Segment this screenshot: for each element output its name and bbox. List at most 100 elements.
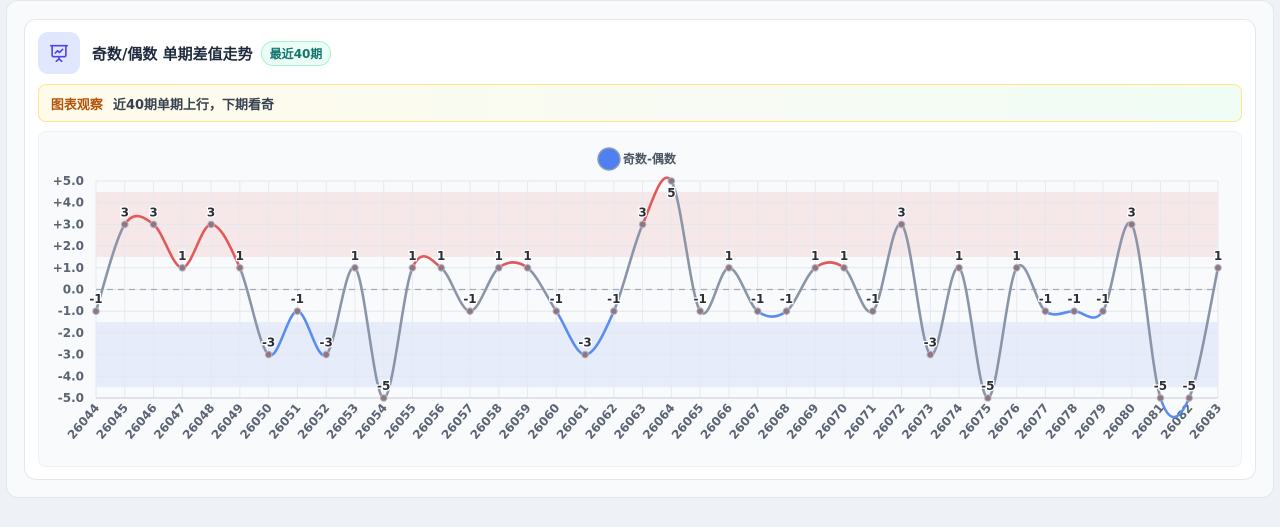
legend-swatch (597, 147, 621, 171)
series-line-segment (94, 223, 127, 313)
series-line-segment (1072, 309, 1105, 319)
data-label: -1 (550, 292, 563, 306)
data-label: 1 (495, 249, 503, 263)
data-point (638, 220, 647, 229)
data-point (437, 264, 446, 272)
data-point (1156, 394, 1165, 402)
data-label: 1 (437, 249, 445, 263)
data-label: 1 (955, 249, 963, 263)
observation-text: 近40期单期上行，下期看奇 (113, 97, 275, 113)
y-tick-label: -4.0 (58, 369, 84, 383)
card-title: 奇数/偶数 单期差值走势 (92, 44, 253, 63)
data-label: 1 (523, 249, 531, 263)
data-label: -1 (1067, 292, 1080, 306)
data-label: 3 (1128, 205, 1136, 219)
data-label: -1 (463, 292, 476, 306)
data-label: -1 (693, 292, 706, 306)
data-point (523, 264, 532, 272)
series-line-segment (698, 266, 731, 315)
data-point (811, 264, 820, 272)
y-tick-label: +3.0 (53, 217, 84, 231)
data-point (322, 350, 330, 359)
data-label: -1 (1039, 292, 1052, 306)
series-line-segment (813, 261, 846, 270)
data-point (379, 394, 388, 402)
legend[interactable]: 奇数-偶数 (597, 147, 677, 171)
y-tick-label: -3.0 (58, 348, 84, 362)
data-label: -3 (924, 336, 937, 350)
data-label: -3 (578, 336, 591, 350)
chart-area: +5.0 +4.0 +3.0 +2.0 +1.0 0.0 -1.0 -2.0 -3.0 -4.0 -… (38, 131, 1242, 467)
data-label: 5 (667, 186, 675, 200)
data-label: -1 (1096, 292, 1109, 306)
data-label: 1 (725, 249, 733, 263)
data-label: 3 (121, 205, 129, 219)
data-label: -5 (377, 379, 390, 393)
card-header: 奇数/偶数 单期差值走势 最近40期 (38, 32, 332, 74)
data-point (293, 307, 302, 315)
data-label: -1 (607, 292, 620, 306)
y-tick-label: -5.0 (58, 391, 84, 405)
data-point (1185, 394, 1194, 402)
data-label: 3 (897, 205, 905, 219)
data-point (840, 264, 848, 272)
data-point (408, 264, 417, 272)
data-label: -1 (780, 292, 793, 306)
line-chart: +5.0 +4.0 +3.0 +2.0 +1.0 0.0 -1.0 -2.0 -3.0 -4.0 -… (53, 147, 1225, 442)
series-line-segment (353, 266, 385, 400)
data-point (1214, 264, 1222, 272)
data-label: 1 (236, 249, 244, 263)
data-point (552, 307, 561, 315)
data-label: 1 (840, 249, 848, 263)
series-line-segment (382, 266, 414, 400)
data-label: -3 (319, 336, 332, 350)
data-label: -1 (751, 292, 764, 306)
data-point (466, 307, 474, 315)
data-label: 1 (178, 249, 186, 263)
data-point (1012, 264, 1021, 272)
y-tick-label: -2.0 (58, 326, 84, 340)
data-point (897, 220, 906, 229)
series-line-segment (957, 266, 990, 400)
period-badge: 最近40期 (260, 40, 332, 66)
data-point (868, 307, 877, 315)
data-point (610, 307, 618, 315)
legend-label: 奇数-偶数 (623, 151, 677, 166)
data-label: -1 (866, 292, 879, 306)
data-point (149, 220, 158, 229)
data-point (178, 264, 187, 272)
presentation-chart-icon (38, 32, 80, 74)
data-point (264, 350, 273, 359)
data-point (494, 264, 503, 272)
series-line-segment (1187, 266, 1220, 400)
data-point (926, 350, 935, 359)
data-point (955, 264, 963, 272)
data-label: 1 (351, 249, 359, 263)
series-line-segment (670, 179, 702, 313)
data-point (207, 220, 215, 229)
x-tick-label: 26083 (1187, 401, 1225, 442)
data-label: 3 (207, 205, 215, 219)
chart-observation: 图表观察 近40期单期上行，下期看奇 (38, 84, 1242, 122)
data-point (1041, 307, 1050, 315)
data-point (667, 177, 676, 185)
data-point (236, 264, 244, 272)
data-label: 3 (149, 205, 157, 219)
data-label: -5 (1154, 379, 1167, 393)
data-point (696, 307, 704, 315)
data-point (581, 350, 589, 359)
data-point (1070, 307, 1078, 315)
data-point (351, 264, 359, 272)
y-tick-label: +4.0 (53, 196, 84, 210)
data-point (725, 264, 733, 272)
data-label: -1 (89, 292, 102, 306)
data-label: -5 (981, 379, 994, 393)
data-label: 1 (408, 249, 416, 263)
y-tick-label: +1.0 (53, 261, 84, 275)
data-label: -5 (1183, 379, 1196, 393)
y-tick-label: +5.0 (53, 174, 84, 188)
y-tick-label: 0.0 (63, 283, 84, 297)
data-point (120, 220, 129, 229)
data-point (753, 307, 762, 315)
series-line-segment (986, 266, 1018, 400)
